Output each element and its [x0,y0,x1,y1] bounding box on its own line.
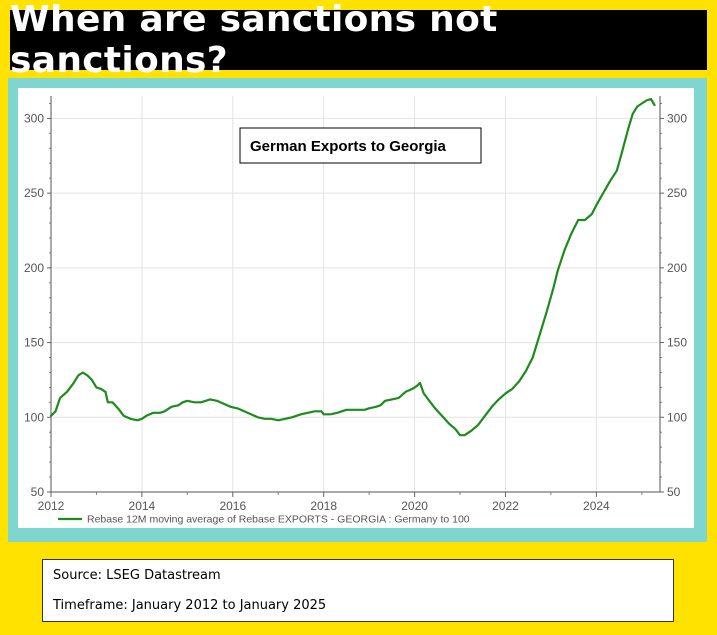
x-tick-label: 2014 [129,499,156,513]
x-tick-label: 2024 [583,499,610,513]
y-tick-label: 100 [24,410,44,424]
y-tick-label-right: 300 [667,111,687,125]
x-tick-label: 2016 [219,499,246,513]
y-tick-label: 250 [24,186,44,200]
page-title: When are sanctions not sanctions? [10,0,707,81]
y-tick-label-right: 100 [667,410,687,424]
legend-label: Rebase 12M moving average of Rebase EXPO… [87,514,470,526]
timeframe-text: Timeframe: January 2012 to January 2025 [53,598,327,613]
y-tick-label: 150 [24,336,44,350]
chart-title: German Exports to Georgia [250,138,447,155]
chart-panel: 50 50 100 100 150 150 200 200 250 250 300 300 2012 20… [18,88,694,528]
source-text: Source: LSEG Datastream [53,568,221,583]
x-tick-label: 2018 [310,499,337,513]
x-tick-label: 2012 [38,499,65,513]
line-chart: 50 50 100 100 150 150 200 200 250 250 300 300 2012 20… [24,96,687,526]
chart-axes: 50 50 100 100 150 150 200 200 250 250 300 300 2012 20… [24,96,687,513]
source-box: Source: LSEG Datastream Timeframe: Janua… [42,559,674,622]
y-tick-label-right: 250 [667,186,687,200]
y-tick-label: 200 [24,261,44,275]
y-tick-label: 300 [24,111,44,125]
y-tick-label: 50 [31,485,45,499]
chart-frame: 50 50 100 100 150 150 200 200 250 250 300 300 2012 20… [8,78,707,542]
x-tick-label: 2022 [492,499,519,513]
chart-title-box [239,127,482,164]
y-tick-label-right: 200 [667,261,687,275]
y-tick-label-right: 150 [667,336,687,350]
y-tick-label-right: 50 [667,485,681,499]
series-line [49,97,656,437]
x-tick-label: 2020 [401,499,428,513]
